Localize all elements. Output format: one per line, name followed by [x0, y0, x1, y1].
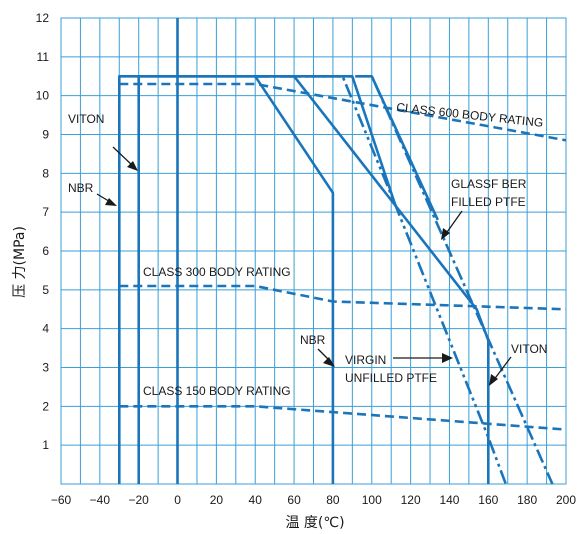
arrowhead-viton-left: [127, 161, 138, 171]
series-virgin-ptfe-seg: [255, 75, 397, 205]
arrowhead-nbr-mid: [323, 357, 335, 367]
x-tick-label: 100: [362, 493, 382, 507]
annotation-class-300: CLASS 300 BODY RATING: [143, 265, 291, 279]
y-tick-label: 12: [36, 11, 50, 25]
curves: [118, 18, 567, 485]
y-tick-label: 5: [42, 283, 49, 297]
x-tick-label: −20: [129, 493, 150, 507]
series-class-600: [119, 82, 567, 142]
y-tick-label: 4: [42, 322, 49, 336]
annotation-viton-right: VITON: [511, 342, 547, 356]
x-tick-label: 120: [401, 493, 421, 507]
arrowhead-viton-right: [489, 374, 498, 386]
annotation-virgin-1: VIRGIN: [345, 353, 386, 367]
y-tick-label: 10: [36, 89, 50, 103]
y-axis-title: 压 力(MPa): [12, 226, 28, 298]
y-tick-label: 2: [42, 399, 49, 413]
annotation-virgin-2: UNFILLED PTFE: [345, 371, 437, 385]
series-class-300: [119, 284, 567, 311]
annotation-glassfiber-2: FILLED PTFE: [451, 195, 526, 209]
x-tick-label: 180: [517, 493, 537, 507]
grid: [60, 17, 567, 485]
arrowhead-virgin: [442, 353, 453, 363]
annotation-class-150: CLASS 150 BODY RATING: [143, 384, 291, 398]
x-tick-label: 40: [249, 493, 263, 507]
annotation-glassfiber-1: GLASSF BER: [451, 177, 527, 191]
arrow-glassfiber: [444, 210, 463, 236]
x-tick-label: −60: [51, 493, 72, 507]
arrowhead-glassfiber: [441, 228, 450, 240]
series-nbr-envelope: [118, 75, 335, 484]
y-tick-label: 6: [42, 244, 49, 258]
arrowhead-nbr-left: [105, 198, 117, 206]
x-tick-label: 80: [326, 493, 340, 507]
y-tick-label: 8: [42, 166, 49, 180]
x-tick-label: 20: [210, 493, 224, 507]
x-tick-label: 160: [478, 493, 498, 507]
x-axis-title: 温 度(℃): [285, 515, 344, 531]
x-tick-label: 200: [556, 493, 576, 507]
x-tick-label: 0: [174, 493, 181, 507]
y-tick-label: 3: [42, 361, 49, 375]
y-tick-label: 9: [42, 128, 49, 142]
y-tick-label: 11: [37, 50, 50, 64]
x-tick-label: 140: [439, 493, 459, 507]
annotation-arrows: [96, 146, 512, 386]
arrow-viton-right: [492, 356, 512, 382]
tick-labels: −60 −40 −20 0 20 40 60 80 100 120 140 160 180 2001234…: [36, 11, 577, 507]
x-tick-label: −40: [90, 493, 111, 507]
series-virgin-ptfe: [255, 75, 508, 485]
y-tick-label: 7: [42, 205, 49, 219]
annotation-nbr-mid: NBR: [300, 333, 326, 347]
x-tick-label: 60: [287, 493, 301, 507]
annotation-viton-left: VITON: [68, 112, 104, 126]
series-class-150: [119, 404, 567, 431]
y-tick-label: 1: [42, 438, 49, 452]
series-glassfiber-ptfe-seg: [367, 75, 439, 221]
annotation-class-600: CLASS 600 BODY RATING: [396, 100, 544, 130]
annotation-nbr-left: NBR: [68, 181, 94, 195]
